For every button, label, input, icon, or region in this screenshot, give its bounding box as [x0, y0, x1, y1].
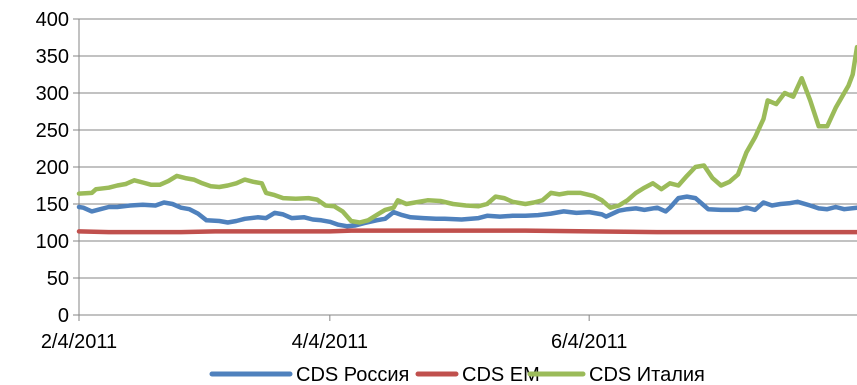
y-tick-label: 200 [36, 157, 69, 179]
series-line-0 [76, 194, 857, 229]
y-tick-label: 250 [36, 120, 69, 142]
series-line-2 [76, 44, 857, 225]
legend: CDS Россия CDS EM CDS Италия [209, 364, 705, 385]
y-tick-label: 50 [47, 268, 69, 290]
x-tick-labels: 2/4/2011 4/4/2011 6/4/2011 [41, 331, 628, 353]
y-tick-label: 300 [36, 83, 69, 105]
legend-label: CDS Россия [296, 364, 409, 385]
x-tick-label: 6/4/2011 [551, 331, 627, 353]
y-tick-label: 150 [36, 194, 69, 216]
legend-label: CDS EM [462, 364, 540, 385]
series-lines [76, 44, 857, 235]
y-tick-label: 0 [58, 305, 69, 327]
legend-label: CDS Италия [589, 364, 705, 385]
gridlines [79, 18, 857, 279]
axes [73, 18, 857, 321]
series-line-1 [76, 228, 857, 235]
y-tick-label: 100 [36, 231, 69, 253]
x-tick-label: 4/4/2011 [292, 331, 368, 353]
x-tick-label: 2/4/2011 [41, 331, 117, 353]
y-tick-label: 400 [36, 9, 69, 31]
y-tick-labels: 0 50 100 150 200 250 300 350 400 [36, 9, 69, 327]
y-tick-label: 350 [36, 46, 69, 68]
